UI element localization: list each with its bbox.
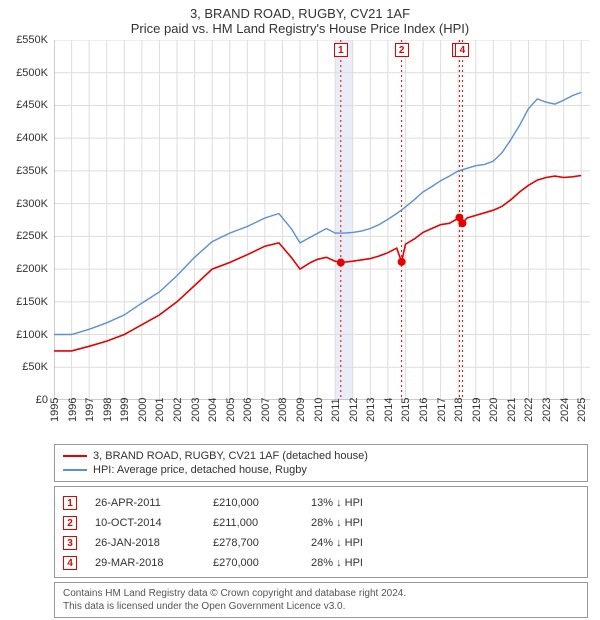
- legend: 3, BRAND ROAD, RUGBY, CV21 1AF (detached…: [54, 444, 588, 482]
- x-tick-label: 2012: [348, 398, 360, 422]
- x-tick-label: 2006: [242, 398, 254, 422]
- x-tick-label: 2011: [330, 398, 342, 422]
- sales-table: 1 26-APR-2011 £210,000 13% ↓ HPI 2 10-OCT-201…: [54, 486, 588, 578]
- sale-date: 26-JAN-2018: [95, 537, 195, 549]
- x-tick-label: 2018: [453, 398, 465, 422]
- y-tick-label: £550K: [16, 34, 48, 46]
- y-tick-label: £50K: [22, 361, 48, 373]
- y-tick-label: £350K: [16, 165, 48, 177]
- x-tick-label: 2008: [277, 398, 289, 422]
- sale-diff: 24% ↓ HPI: [311, 537, 411, 549]
- x-tick-label: 2020: [488, 398, 500, 422]
- x-tick-label: 2002: [172, 398, 184, 422]
- chart-svg: [54, 40, 590, 400]
- y-tick-label: £250K: [16, 230, 48, 242]
- chart-title: 3, BRAND ROAD, RUGBY, CV21 1AF: [0, 0, 600, 21]
- sale-date: 29-MAR-2018: [95, 557, 195, 569]
- sale-marker: 1: [63, 496, 77, 510]
- x-tick-label: 2000: [137, 398, 149, 422]
- x-tick-label: 2024: [559, 398, 571, 422]
- y-tick-label: £450K: [16, 99, 48, 111]
- legend-label: HPI: Average price, detached house, Rugb…: [93, 464, 307, 476]
- sale-diff: 13% ↓ HPI: [311, 497, 411, 509]
- chart-container: 3, BRAND ROAD, RUGBY, CV21 1AF Price pai…: [0, 0, 600, 620]
- attribution-line-1: Contains HM Land Registry data © Crown c…: [63, 587, 579, 600]
- x-tick-label: 2014: [383, 398, 395, 422]
- y-tick-label: £200K: [16, 263, 48, 275]
- legend-row: HPI: Average price, detached house, Rugb…: [63, 463, 579, 477]
- sale-row: 4 29-MAR-2018 £270,000 28% ↓ HPI: [63, 553, 579, 573]
- x-tick-label: 1998: [102, 398, 114, 422]
- y-tick-label: £300K: [16, 198, 48, 210]
- sale-marker: 2: [63, 516, 77, 530]
- x-tick-label: 1999: [119, 398, 131, 422]
- sale-price: £278,700: [213, 537, 293, 549]
- y-tick-label: £100K: [16, 329, 48, 341]
- y-tick-label: £150K: [16, 296, 48, 308]
- chart-plot-area: £0£50K£100K£150K£200K£250K£300K£350K£400…: [54, 40, 590, 400]
- x-tick-label: 2022: [523, 398, 535, 422]
- x-tick-label: 2025: [576, 398, 588, 422]
- sale-row: 2 10-OCT-2014 £211,000 28% ↓ HPI: [63, 513, 579, 533]
- x-tick-label: 1997: [84, 398, 96, 422]
- sale-marker: 4: [63, 556, 77, 570]
- x-tick-label: 2005: [225, 398, 237, 422]
- x-tick-label: 2017: [436, 398, 448, 422]
- sale-price: £210,000: [213, 497, 293, 509]
- x-tick-label: 2007: [260, 398, 272, 422]
- x-tick-label: 2021: [506, 398, 518, 422]
- legend-swatch: [63, 455, 87, 457]
- x-tick-label: 2015: [400, 398, 412, 422]
- sale-date: 10-OCT-2014: [95, 517, 195, 529]
- x-tick-label: 2001: [154, 398, 166, 422]
- x-tick-label: 2023: [541, 398, 553, 422]
- x-tick-label: 2004: [207, 398, 219, 422]
- y-tick-label: £500K: [16, 67, 48, 79]
- sale-diff: 28% ↓ HPI: [311, 517, 411, 529]
- sale-date: 26-APR-2011: [95, 497, 195, 509]
- y-tick-label: £0: [36, 394, 48, 406]
- sale-row: 3 26-JAN-2018 £278,700 24% ↓ HPI: [63, 533, 579, 553]
- sale-price: £211,000: [213, 517, 293, 529]
- attribution-line-2: This data is licensed under the Open Gov…: [63, 600, 579, 613]
- legend-row: 3, BRAND ROAD, RUGBY, CV21 1AF (detached…: [63, 449, 579, 463]
- sale-marker: 3: [63, 536, 77, 550]
- x-tick-label: 2010: [313, 398, 325, 422]
- x-axis-labels: 1995199619971998199920002001200220032004…: [54, 400, 590, 440]
- sale-row: 1 26-APR-2011 £210,000 13% ↓ HPI: [63, 493, 579, 513]
- legend-swatch: [63, 469, 87, 471]
- x-tick-label: 2003: [190, 398, 202, 422]
- x-tick-label: 1995: [49, 398, 61, 422]
- attribution: Contains HM Land Registry data © Crown c…: [54, 582, 588, 618]
- sale-price: £270,000: [213, 557, 293, 569]
- x-tick-label: 2016: [418, 398, 430, 422]
- x-tick-label: 2009: [295, 398, 307, 422]
- legend-label: 3, BRAND ROAD, RUGBY, CV21 1AF (detached…: [93, 450, 368, 462]
- x-tick-label: 1996: [67, 398, 79, 422]
- x-tick-label: 2019: [471, 398, 483, 422]
- x-tick-label: 2013: [365, 398, 377, 422]
- sale-diff: 28% ↓ HPI: [311, 557, 411, 569]
- chart-subtitle: Price paid vs. HM Land Registry's House …: [0, 21, 600, 40]
- y-tick-label: £400K: [16, 132, 48, 144]
